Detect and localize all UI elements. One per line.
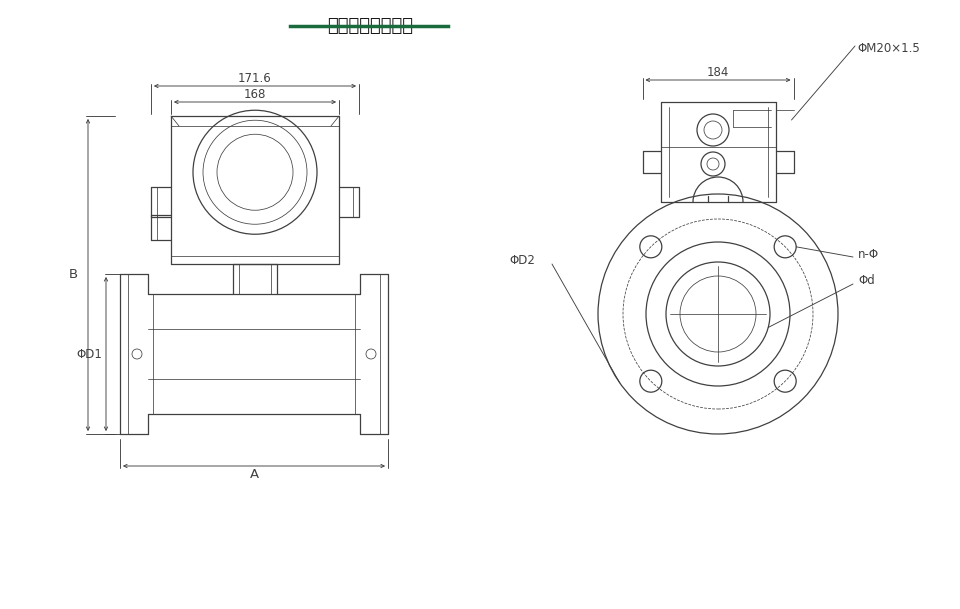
Text: ΦM20×1.5: ΦM20×1.5 — [857, 41, 920, 54]
Text: 168: 168 — [244, 88, 266, 100]
Text: ΦD2: ΦD2 — [509, 255, 535, 267]
Text: A: A — [250, 468, 258, 481]
Text: 171.6: 171.6 — [238, 71, 272, 85]
Text: n-Φ: n-Φ — [858, 247, 879, 261]
Text: 防爆型电磁流量计: 防爆型电磁流量计 — [327, 17, 413, 35]
Text: 184: 184 — [707, 66, 730, 80]
Text: Φd: Φd — [858, 275, 875, 287]
Text: B: B — [69, 269, 78, 281]
Text: ΦD1: ΦD1 — [76, 348, 102, 361]
